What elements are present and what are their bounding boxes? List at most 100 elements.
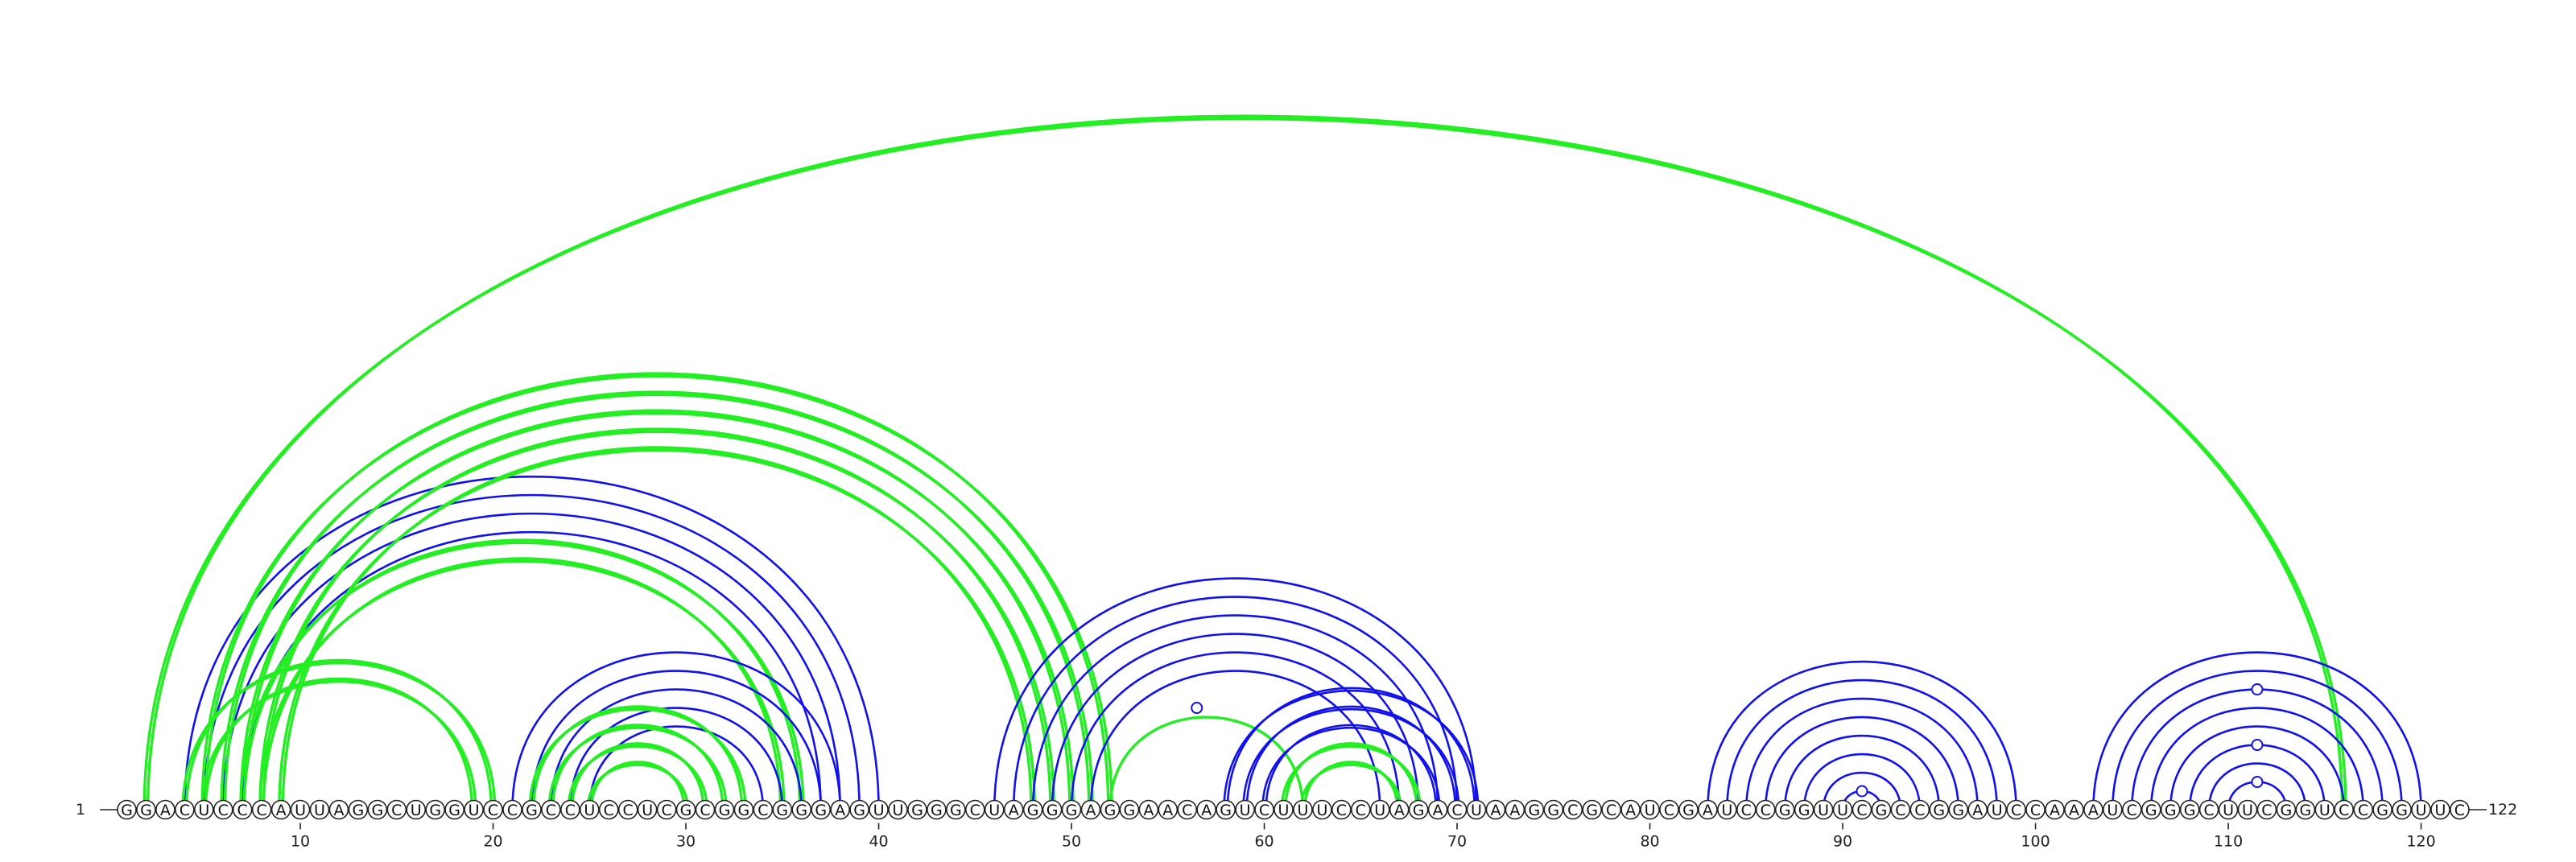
nucleotide-61-letter: U [1278,802,1290,819]
nucleotide-55-circle [1158,799,1179,820]
nucleotide-72-letter: A [1490,802,1501,819]
nucleotide-39: G [849,799,869,820]
nucleotide-90-circle [1832,799,1853,820]
nucleotide-44-circle [946,799,966,820]
nucleotide-20-letter: C [488,802,498,819]
nucleotide-78: C [1601,799,1621,820]
nucleotide-11-letter: U [314,802,325,819]
nucleotide-88-circle [1794,799,1814,820]
nucleotide-106: G [2140,799,2161,820]
nucleotide-6-letter: C [218,802,229,819]
nucleotide-76-letter: C [1567,802,1578,819]
nucleotide-38-letter: A [835,802,845,819]
nucleotide-25-letter: U [584,802,595,819]
nucleotide-13-letter: G [353,802,365,819]
tick-label-100: 100 [2021,833,2050,851]
nucleotide-92-letter: G [1876,802,1888,819]
arc-22-33-1 [531,705,744,810]
nucleotide-100-letter: C [2030,802,2041,819]
nucleotide-90: U [1832,799,1853,820]
nucleotide-4: C [175,799,195,820]
nucleotide-63: U [1312,799,1332,820]
nucleotide-77-circle [1582,799,1602,820]
arc-5-39 [203,493,861,810]
nucleotide-28-circle [637,799,658,820]
nucleotide-63-circle [1312,799,1332,820]
nucleotide-117-circle [2353,799,2373,820]
nucleotide-49: G [1042,799,1063,820]
nucleotide-16-circle [406,799,427,820]
nucleotide-93-letter: C [1895,802,1905,819]
nucleotide-52-letter: G [1104,802,1117,819]
nucleotide-85: C [1736,799,1757,820]
nucleotide-84: U [1717,799,1737,820]
arc-23-32-0 [547,726,728,810]
nucleotide-92-circle [1871,799,1892,820]
nucleotide-46-letter: U [989,802,1000,819]
nucleotide-6-circle [213,799,233,820]
arc-4-40 [184,476,880,810]
nucleotide-65: C [1351,799,1371,820]
nucleotide-44: G [946,799,966,820]
nucleotide-93: C [1890,799,1911,820]
nucleotide-50-circle [1061,799,1082,820]
nucleotide-16: U [406,799,427,820]
nucleotide-109-letter: C [2203,802,2214,819]
arc-46-71 [993,577,1478,810]
nucleotide-79-circle [1620,799,1641,820]
tick-label-40: 40 [869,833,888,851]
nucleotide-21-letter: C [507,802,518,819]
nucleotide-43-letter: G [931,802,943,819]
nucleotide-18: G [444,799,464,820]
tick-label-80: 80 [1640,833,1659,851]
base-pair-arcs [142,114,2422,810]
arc-107-116 [2169,725,2346,810]
nucleotide-118-letter: G [2376,802,2388,819]
nucleotide-99-letter: C [2011,802,2021,819]
arc-62-67-1 [1302,761,1399,810]
nucleotide-62: U [1293,799,1313,820]
nucleotide-29-circle [656,799,677,820]
gu-pair-marker-3 [2251,739,2264,752]
arc-9-48-1 [281,446,1033,810]
nucleotide-5-letter: U [198,802,209,819]
arc-88-94 [1802,753,1922,810]
nucleotide-93-circle [1890,799,1911,820]
nucleotide-23-letter: C [546,802,556,819]
nucleotide-53-letter: G [1124,802,1136,819]
nucleotide-17-circle [425,799,446,820]
nucleotide-85-circle [1736,799,1757,820]
nucleotide-9-circle [270,799,291,820]
nucleotide-39-letter: G [853,802,865,819]
nucleotide-24-circle [560,799,580,820]
nucleotide-82-circle [1678,799,1699,820]
nucleotide-17-letter: G [429,802,441,819]
nucleotide-88-letter: G [1798,802,1810,819]
arc-106-117 [2149,707,2364,810]
nucleotide-77-letter: G [1586,802,1598,819]
nucleotide-58-letter: G [1220,802,1232,819]
arc-22-33-0 [528,707,747,810]
nucleotide-7-letter: C [237,802,248,819]
nucleotide-3: A [155,799,175,820]
arc-49-68 [1051,633,1420,810]
nucleotide-103-letter: A [2088,802,2099,819]
tick-label-70: 70 [1447,833,1467,851]
nucleotide-118: G [2372,799,2392,820]
arc-60-69-0 [1261,727,1441,810]
nucleotide-40-letter: U [873,802,885,819]
nucleotide-95-circle [1929,799,1950,820]
nucleotide-21-circle [502,799,522,820]
nucleotide-26-circle [598,799,619,820]
nucleotide-121-circle [2430,799,2450,820]
nucleotide-10: U [290,799,311,820]
nucleotide-7: C [232,799,253,820]
nucleotide-19-circle [464,799,484,820]
nucleotide-27-circle [617,799,638,820]
nucleotide-41: U [888,799,908,820]
arc-109-114 [2207,762,2307,810]
sequence-end-label: 122 [2488,801,2517,819]
nucleotide-70: C [1447,799,1468,820]
nucleotide-67-letter: A [1394,802,1405,819]
